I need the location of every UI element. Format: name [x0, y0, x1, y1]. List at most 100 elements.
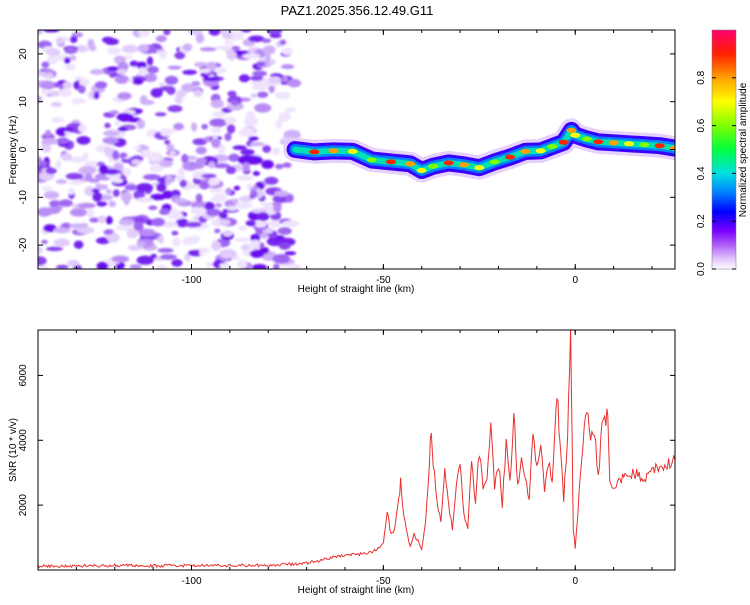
- noise-blob: [182, 43, 193, 51]
- noise-blob: [41, 239, 48, 245]
- ridge-point: [489, 159, 500, 165]
- noise-blob: [70, 208, 88, 217]
- noise-blob: [129, 264, 142, 269]
- noise-blob: [282, 220, 300, 228]
- noise-blob: [173, 198, 188, 204]
- noise-blob: [256, 212, 270, 221]
- noise-blob: [105, 216, 113, 225]
- noise-blob: [136, 241, 146, 247]
- spectrogram-ytick-label: 20: [18, 48, 29, 60]
- noise-blob: [262, 45, 276, 55]
- noise-blob: [248, 35, 265, 43]
- noise-blob: [274, 91, 291, 100]
- noise-blob: [195, 33, 205, 44]
- noise-blob: [68, 223, 86, 229]
- noise-blob: [250, 239, 261, 248]
- noise-blob: [211, 241, 222, 251]
- noise-blob: [96, 237, 111, 245]
- noise-blob: [226, 50, 237, 61]
- noise-blob: [146, 56, 154, 66]
- noise-blob: [171, 259, 183, 267]
- noise-blob: [114, 120, 121, 127]
- noise-blob: [245, 183, 254, 189]
- noise-blob: [261, 38, 272, 43]
- noise-blob: [252, 85, 269, 91]
- noise-blob: [221, 30, 235, 40]
- noise-blob: [194, 62, 208, 67]
- noise-blob: [166, 86, 176, 95]
- snr-ytick-label: 2000: [18, 494, 29, 517]
- noise-blob: [89, 69, 105, 75]
- ridge-point: [558, 139, 569, 145]
- noise-blob: [238, 195, 254, 203]
- noise-blob: [247, 120, 256, 125]
- noise-region: [38, 30, 302, 269]
- noise-blob: [104, 229, 113, 235]
- noise-blob: [84, 173, 93, 182]
- ridge-point: [570, 132, 581, 138]
- noise-blob: [121, 158, 133, 163]
- noise-blob: [156, 50, 168, 55]
- noise-blob: [182, 69, 198, 75]
- noise-blob: [156, 182, 167, 192]
- noise-blob: [46, 48, 61, 57]
- noise-blob: [192, 162, 205, 169]
- noise-blob: [136, 183, 154, 193]
- noise-blob: [208, 188, 226, 193]
- noise-blob: [225, 187, 232, 196]
- noise-blob: [159, 160, 174, 168]
- ridge-point: [328, 148, 339, 154]
- noise-blob: [273, 203, 282, 213]
- colorbar-tick-label: 0.2: [696, 214, 707, 228]
- noise-blob: [228, 153, 240, 162]
- noise-blob: [69, 55, 77, 61]
- noise-blob: [224, 132, 232, 142]
- noise-blob: [238, 176, 252, 181]
- noise-blob: [104, 122, 111, 129]
- noise-blob: [156, 264, 168, 269]
- noise-blob: [41, 61, 50, 68]
- noise-blob: [251, 264, 268, 269]
- figure-title: PAZ1.2025.356.12.49.G11: [281, 3, 434, 18]
- noise-blob: [144, 73, 157, 82]
- noise-blob: [164, 75, 179, 85]
- noise-blob: [116, 112, 134, 122]
- noise-blob: [169, 208, 179, 218]
- noise-blob: [148, 205, 158, 211]
- noise-blob: [238, 128, 255, 137]
- noise-blob: [234, 237, 251, 242]
- noise-blob: [136, 255, 154, 265]
- noise-blob: [249, 249, 265, 258]
- noise-blob: [89, 44, 97, 52]
- noise-blob: [106, 66, 119, 72]
- noise-blob: [268, 76, 282, 84]
- noise-blob: [167, 65, 182, 70]
- spectrogram-ytick-label: 0: [18, 146, 29, 152]
- noise-blob: [165, 175, 174, 185]
- noise-blob: [150, 253, 158, 259]
- noise-blob: [63, 57, 71, 64]
- noise-blob: [38, 71, 47, 77]
- spectrogram-xlabel: Height of straight line (km): [298, 284, 415, 295]
- noise-blob: [262, 145, 272, 153]
- noise-blob: [46, 55, 58, 65]
- noise-blob: [49, 90, 61, 97]
- noise-blob: [199, 181, 210, 190]
- noise-blob: [60, 222, 72, 229]
- noise-blob: [137, 44, 149, 53]
- noise-blob: [118, 218, 135, 226]
- noise-blob: [99, 184, 108, 190]
- snr-xtick-label: 0: [572, 576, 578, 587]
- noise-blob: [74, 45, 89, 53]
- noise-blob: [96, 261, 109, 269]
- noise-blob: [211, 126, 222, 134]
- noise-blob: [226, 205, 239, 211]
- snr-plot: -100 -50 0 2000 4000 6000 Height of straight …: [8, 329, 676, 596]
- noise-blob: [122, 168, 131, 176]
- noise-blob: [236, 259, 248, 269]
- noise-blob: [219, 262, 232, 269]
- noise-blob: [133, 221, 144, 232]
- noise-blob: [273, 263, 280, 269]
- ridge-point: [309, 149, 320, 155]
